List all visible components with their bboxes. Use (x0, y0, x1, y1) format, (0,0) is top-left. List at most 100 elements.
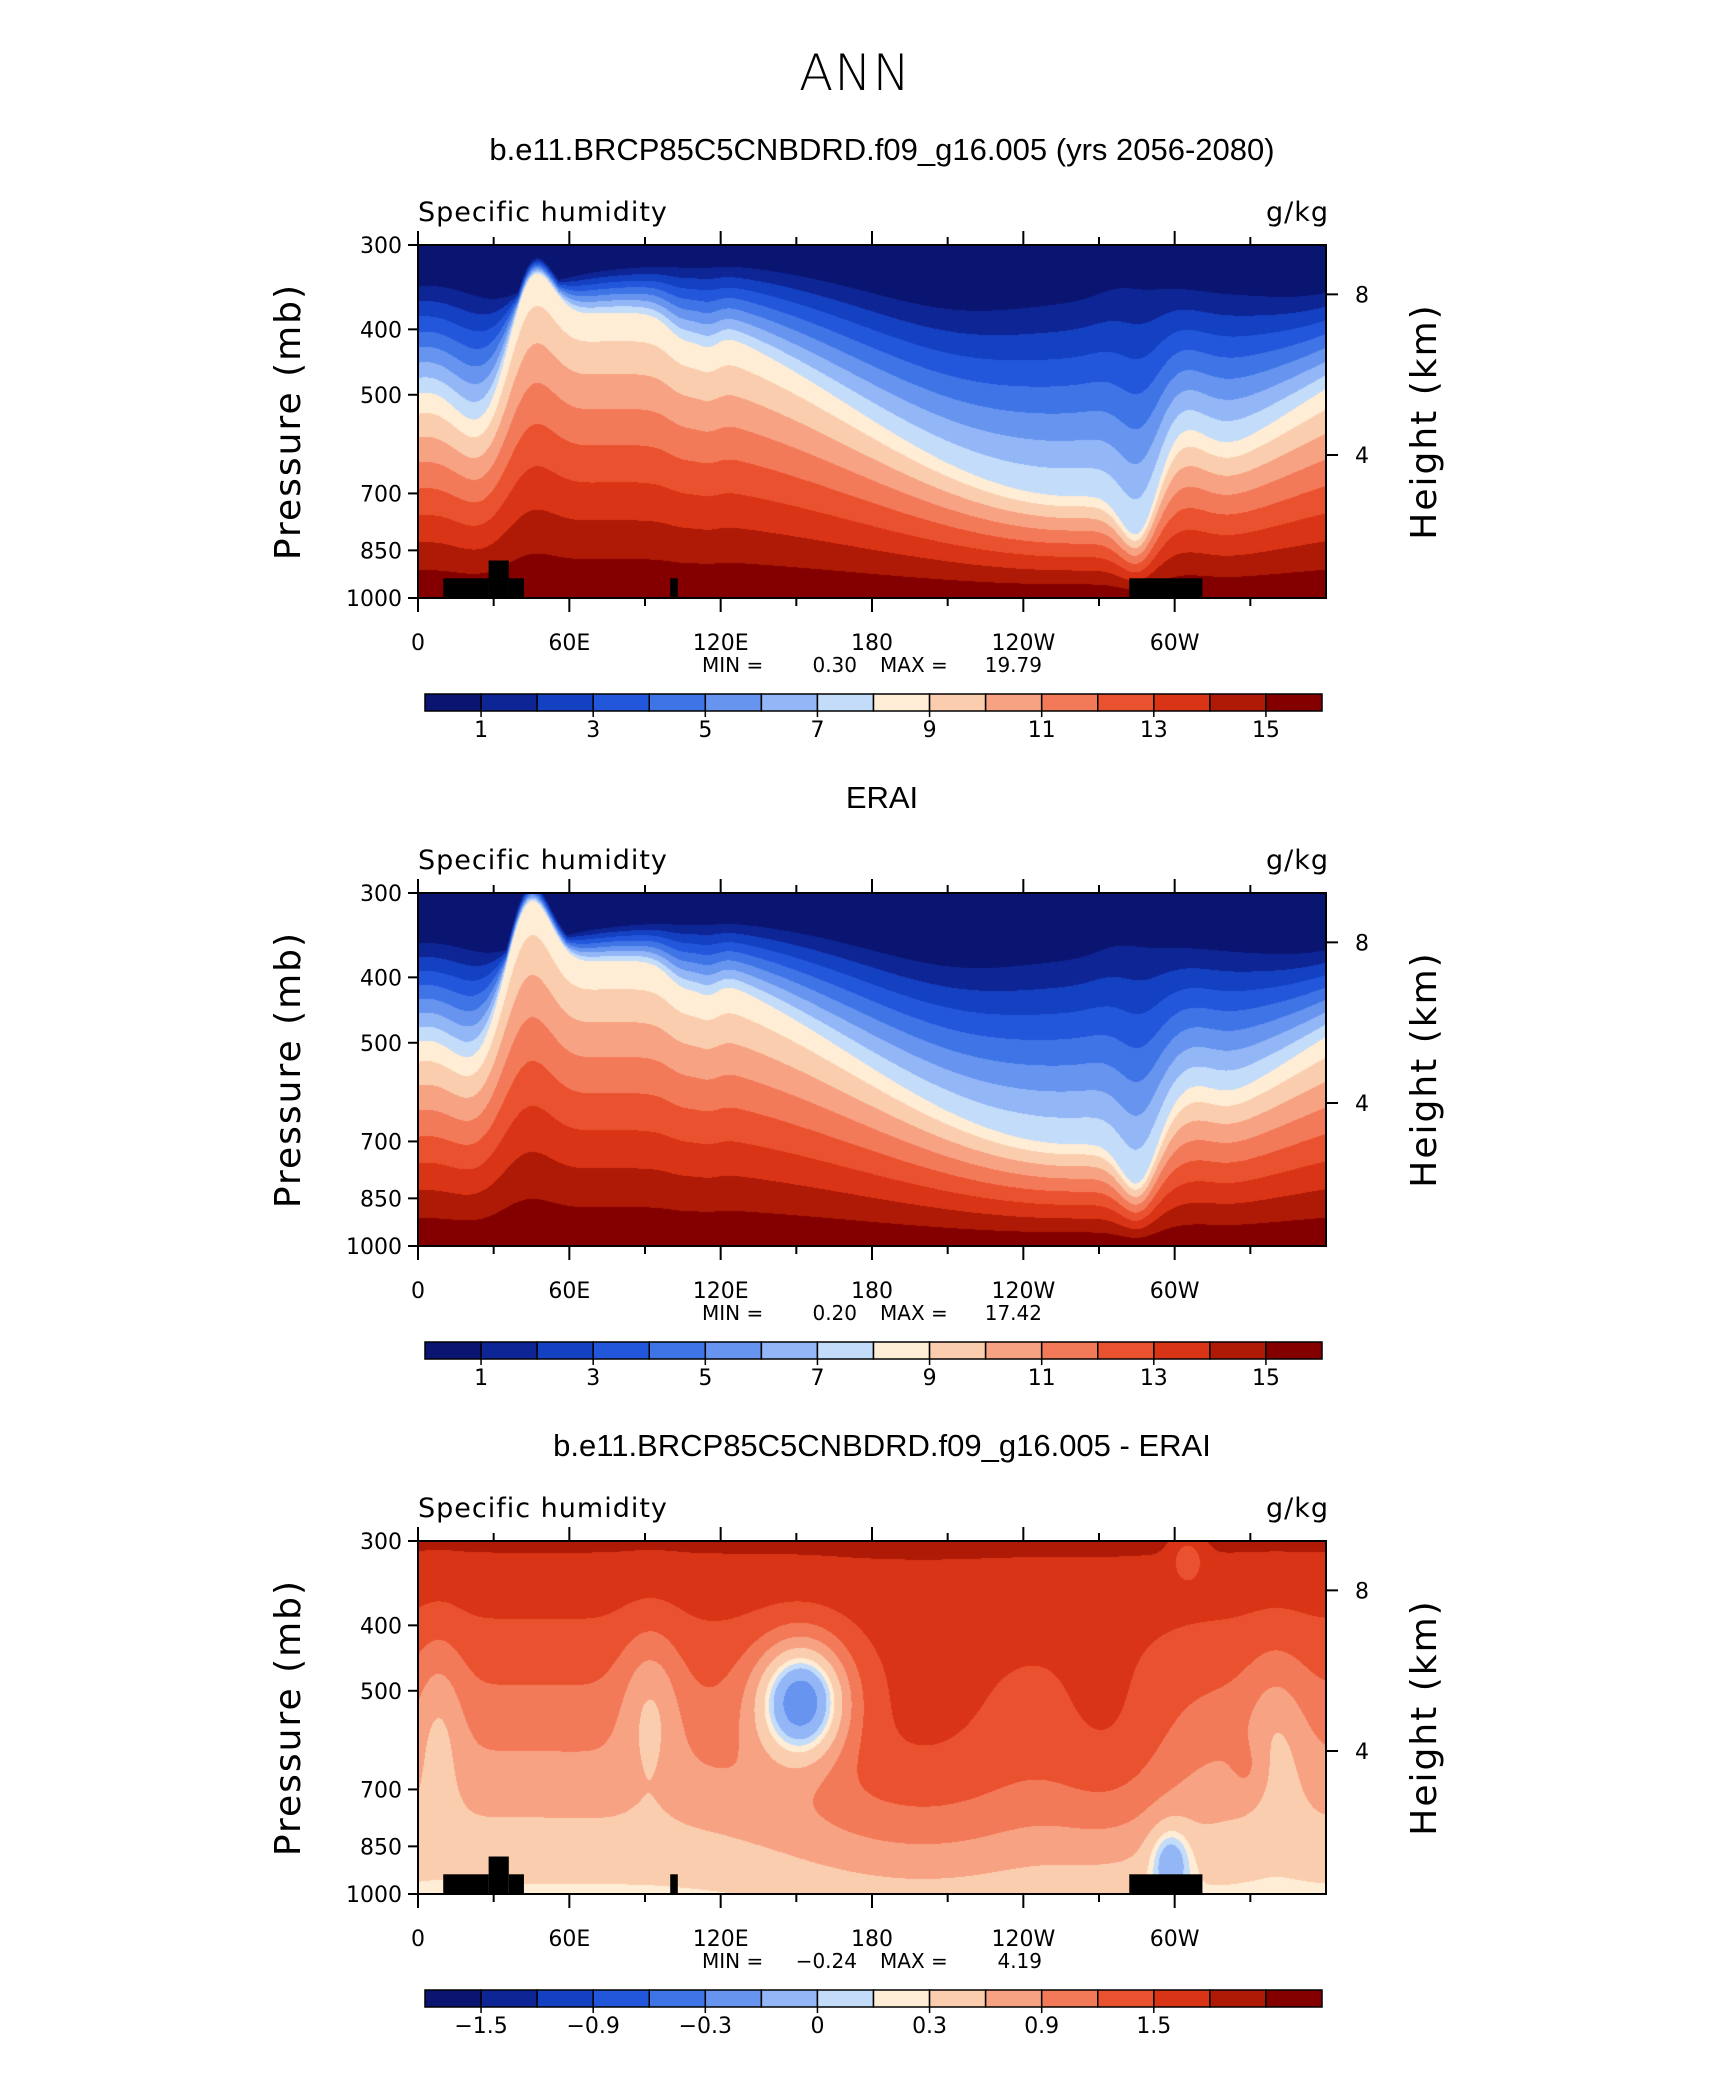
colorbar-swatch (480, 693, 538, 712)
right-tick-label: 4 (1355, 1092, 1369, 1117)
units-label: g/kg (1266, 197, 1329, 228)
panel-title: b.e11.BRCP85C5CNBDRD.f09_g16.005 - ERAI (553, 1428, 1211, 1463)
x-tick-label: 120W (991, 1927, 1055, 1952)
colorbar-swatch (648, 693, 707, 712)
min-label: MIN = (702, 653, 763, 677)
x-tick-label: 60W (1150, 1279, 1200, 1304)
max-value: 19.79 (985, 653, 1042, 677)
colorbar-swatch (1265, 1341, 1323, 1360)
right-axis-label: Height (km) (1404, 303, 1445, 539)
colorbar-swatch (1265, 693, 1323, 712)
topography-mask (443, 1874, 489, 1894)
x-tick-label: 60W (1150, 631, 1200, 656)
colorbar-swatch (760, 1341, 819, 1360)
x-tick-label: 60W (1150, 1927, 1200, 1952)
y-tick-label: 1000 (346, 587, 402, 612)
min-label: MIN = (702, 1949, 763, 1973)
colorbar-swatch (1209, 1989, 1267, 2008)
colorbar-swatch (1153, 1341, 1211, 1360)
colorbar-label: 1.5 (1136, 2014, 1171, 2039)
y-tick-label: 850 (360, 539, 402, 564)
colorbar-label: 13 (1140, 1366, 1168, 1391)
max-value: 4.19 (997, 1949, 1042, 1973)
colorbar-swatch (424, 1341, 482, 1360)
variable-label: Specific humidity (418, 1493, 668, 1524)
units-label: g/kg (1266, 1493, 1329, 1524)
colorbar-label: 11 (1028, 1366, 1056, 1391)
colorbar-label: 15 (1252, 718, 1280, 743)
panel-1: b.e11.BRCP85C5CNBDRD.f09_g16.005 (yrs 20… (268, 132, 1445, 743)
x-tick-label: 180 (851, 631, 893, 656)
right-tick-label: 4 (1355, 1740, 1369, 1765)
colorbar-label: 3 (586, 1366, 600, 1391)
colorbar-label: 1 (474, 718, 488, 743)
colorbar-swatch (816, 693, 875, 712)
colorbar-swatch (704, 693, 763, 712)
y-tick-label: 700 (360, 1778, 402, 1803)
contour-field (418, 1541, 1326, 1894)
colorbar-label: 15 (1252, 1366, 1280, 1391)
colorbar-swatch (760, 693, 819, 712)
colorbar-swatch (1040, 1989, 1099, 2008)
colorbar-swatch (1209, 693, 1267, 712)
y-tick-label: 400 (360, 318, 402, 343)
max-value: 17.42 (985, 1301, 1042, 1325)
colorbar-swatch (984, 1341, 1043, 1360)
variable-label: Specific humidity (418, 845, 668, 876)
x-tick-label: 120E (693, 1927, 749, 1952)
min-value: −0.24 (796, 1949, 857, 1973)
x-tick-label: 60E (548, 631, 590, 656)
colorbar-swatch (1153, 693, 1211, 712)
x-tick-label: 0 (411, 631, 425, 656)
right-tick-label: 4 (1355, 444, 1369, 469)
panel-title: b.e11.BRCP85C5CNBDRD.f09_g16.005 (yrs 20… (489, 132, 1274, 167)
x-tick-label: 60E (548, 1279, 590, 1304)
x-tick-label: 60E (548, 1927, 590, 1952)
colorbar-label: 7 (810, 718, 824, 743)
colorbar-swatch (928, 1341, 987, 1360)
right-axis-label: Height (km) (1404, 1599, 1445, 1835)
contour-field (418, 245, 1326, 598)
min-value: 0.30 (812, 653, 857, 677)
x-tick-label: 120W (991, 631, 1055, 656)
y-tick-label: 500 (360, 1032, 402, 1057)
variable-label: Specific humidity (418, 197, 668, 228)
colorbar-swatch (480, 1341, 538, 1360)
colorbar-swatch (928, 1989, 987, 2008)
topography-mask (508, 578, 524, 598)
right-tick-label: 8 (1355, 931, 1369, 956)
topography-mask (488, 560, 509, 598)
colorbar-swatch (872, 1341, 931, 1360)
colorbar-swatch (1040, 1341, 1099, 1360)
colorbar-swatch (592, 1341, 650, 1360)
colorbar-label: 9 (923, 1366, 937, 1391)
colorbar-swatch (1097, 1341, 1155, 1360)
min-label: MIN = (702, 1301, 763, 1325)
y-tick-label: 850 (360, 1835, 402, 1860)
colorbar-swatch (760, 1989, 819, 2008)
max-label: MAX = (880, 1301, 948, 1325)
y-tick-label: 1000 (346, 1883, 402, 1908)
colorbar-label: 1 (474, 1366, 488, 1391)
colorbar-label: 5 (698, 718, 712, 743)
colorbar-label: 13 (1140, 718, 1168, 743)
colorbar-swatch (424, 1989, 482, 2008)
right-tick-label: 8 (1355, 1579, 1369, 1604)
colorbar-swatch (704, 1989, 763, 2008)
units-label: g/kg (1266, 845, 1329, 876)
topography-mask (488, 1856, 509, 1894)
colorbar-label: −0.9 (566, 2014, 619, 2039)
max-label: MAX = (880, 1949, 948, 1973)
max-label: MAX = (880, 653, 948, 677)
y-tick-label: 700 (360, 1130, 402, 1155)
min-value: 0.20 (812, 1301, 857, 1325)
colorbar-swatch (1097, 693, 1155, 712)
y-tick-label: 1000 (346, 1235, 402, 1260)
x-tick-label: 180 (851, 1279, 893, 1304)
y-tick-label: 400 (360, 1614, 402, 1639)
colorbar-swatch (704, 1341, 763, 1360)
colorbar-label: 9 (923, 718, 937, 743)
colorbar-label: 3 (586, 718, 600, 743)
colorbar-label: 0 (810, 2014, 824, 2039)
